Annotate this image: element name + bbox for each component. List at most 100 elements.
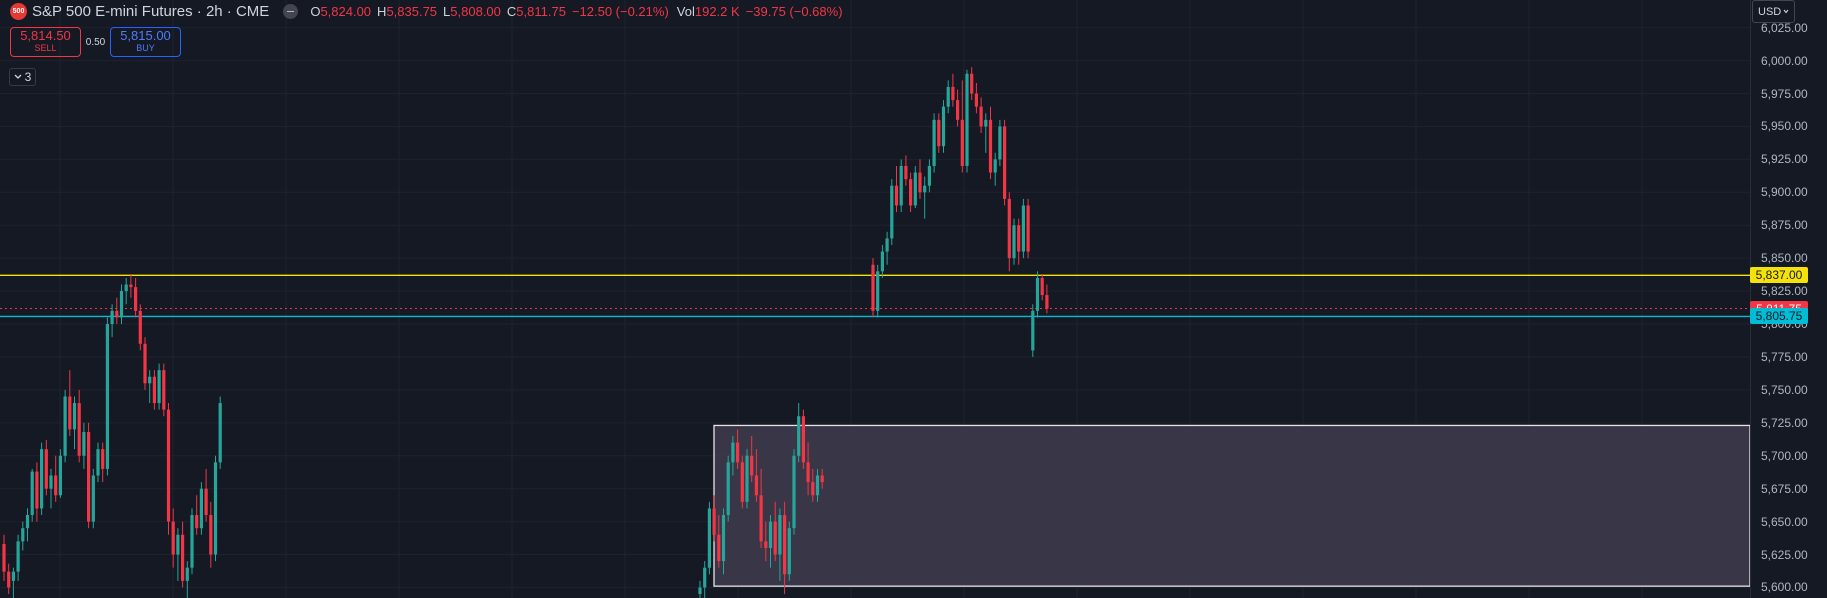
candle-body (110, 310, 114, 325)
currency-select[interactable]: USD (1752, 0, 1795, 23)
candle (960, 80, 964, 173)
candle-body (1021, 205, 1025, 252)
candle-body (904, 165, 908, 180)
indicators-count: 3 (24, 70, 32, 84)
candle (932, 113, 936, 173)
candle (204, 468, 208, 522)
candle-body (932, 119, 936, 166)
candle (213, 455, 218, 562)
candle-body (951, 86, 955, 101)
candle (880, 244, 884, 278)
candle-body (190, 515, 194, 568)
candle-body (778, 515, 782, 555)
sell-price: 5,814.50 (20, 28, 71, 43)
candle (899, 159, 903, 213)
candle (105, 317, 109, 476)
candle (1017, 218, 1021, 265)
candle-body (927, 165, 931, 186)
candle-body (965, 73, 969, 166)
candle-series (2, 67, 1049, 598)
candle (44, 439, 48, 496)
candle (797, 403, 801, 463)
candle (979, 97, 983, 134)
candle-body (750, 455, 754, 476)
candle-body (885, 238, 889, 252)
buy-price: 5,815.00 (120, 28, 171, 43)
candle-body (815, 475, 820, 496)
candle (7, 563, 11, 595)
indicators-collapse-button[interactable]: 3 (9, 68, 36, 86)
candle (40, 442, 44, 516)
candle-body (77, 403, 81, 456)
candle (937, 113, 941, 153)
candle (25, 508, 30, 542)
candle (876, 264, 880, 318)
candle-body (16, 541, 20, 572)
candle-body (783, 515, 787, 575)
candle-body (974, 93, 978, 107)
price-tick-label: 5,750.00 (1761, 382, 1808, 397)
candle (890, 179, 894, 245)
candle (157, 363, 161, 410)
candle-body (1040, 277, 1044, 296)
candle-body (87, 432, 91, 522)
symbol-logo-icon[interactable]: 500 (10, 2, 27, 20)
candle-body (745, 455, 749, 502)
price-zone-rectangle[interactable] (713, 424, 1750, 587)
buy-button[interactable]: 5,815.00 BUY (110, 27, 181, 57)
candle (904, 155, 908, 186)
sell-button[interactable]: 5,814.50 SELL (10, 27, 81, 57)
price-tick-label: 6,000.00 (1761, 53, 1808, 68)
symbol-title[interactable]: S&P 500 E-mini Futures · 2h · CME (32, 2, 270, 20)
candle (181, 521, 185, 588)
candle-body (72, 403, 77, 430)
currency-label: USD (1758, 5, 1782, 18)
candle-body (880, 251, 884, 272)
chart-canvas[interactable] (0, 0, 1750, 598)
candle-body (96, 449, 100, 476)
candle-body (871, 264, 875, 311)
spread-value: 0.50 (85, 36, 106, 48)
price-axis[interactable]: 6,025.00 6,000.00 5,975.00 5,950.00 5,925.00… (1750, 0, 1827, 598)
candle-body (148, 376, 152, 384)
candle-body (993, 159, 997, 173)
candle (148, 370, 152, 404)
high-value: 5,835.75 (386, 3, 438, 19)
candle-body (820, 475, 824, 483)
candle (58, 449, 62, 498)
candle (871, 258, 875, 318)
candle-body (703, 567, 707, 588)
candle (152, 370, 156, 410)
cyan-level-tag: 5,805.75 (1750, 308, 1808, 325)
candle-body (105, 324, 109, 469)
change-value: −12.50 (−0.21%) (571, 3, 669, 19)
candle (951, 73, 955, 107)
candle-body (218, 403, 222, 463)
price-tick-label: 5,850.00 (1761, 251, 1808, 266)
hide-icon[interactable] (283, 3, 299, 19)
candle (185, 561, 189, 598)
candle (1003, 119, 1007, 206)
low-label: L (443, 3, 451, 19)
candle-body (213, 462, 218, 555)
high-label: H (377, 3, 387, 19)
candle-body (726, 462, 730, 516)
candle (119, 284, 124, 325)
candle (1026, 198, 1030, 259)
price-tick-label: 5,950.00 (1761, 119, 1808, 134)
candle-body (143, 343, 147, 384)
candle (143, 337, 147, 390)
candle (101, 442, 105, 483)
candle (72, 396, 77, 450)
candle-body (21, 528, 25, 542)
candle-body (768, 521, 773, 548)
candle-body (1035, 277, 1040, 311)
candle-body (134, 287, 138, 311)
candle-body (956, 100, 960, 120)
candle (768, 515, 773, 568)
price-tick-label: 5,625.00 (1761, 547, 1808, 562)
candle (946, 80, 950, 114)
candle (1007, 192, 1011, 272)
candle-body (792, 455, 796, 529)
candle-body (787, 528, 791, 575)
